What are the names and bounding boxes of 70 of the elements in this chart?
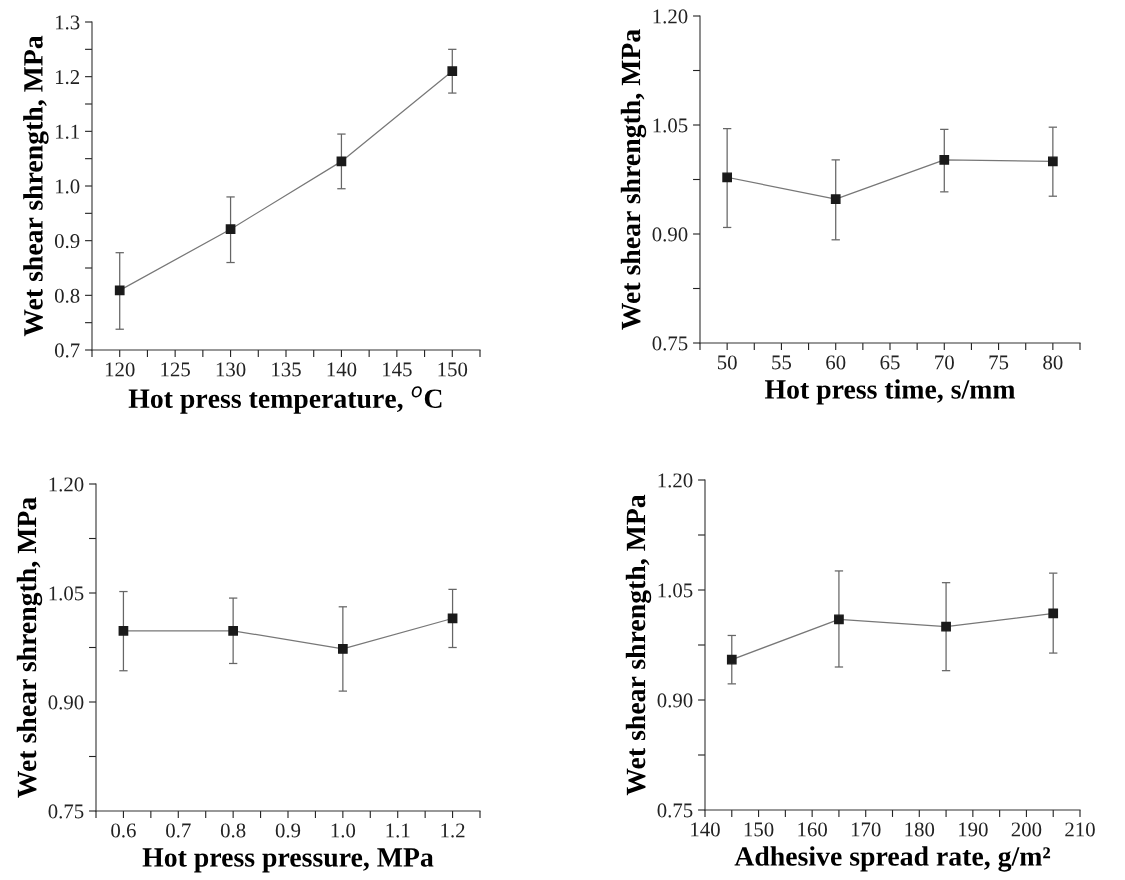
y-axis-title: Wet shear shrength, MPa [620, 29, 647, 330]
x-tick-label: 60 [826, 355, 846, 370]
x-tick-label: 170 [851, 822, 881, 837]
x-tick-label: 1.0 [331, 823, 356, 838]
x-tick-label: 140 [327, 362, 357, 377]
point [722, 172, 733, 183]
x-tick-label: 70 [935, 355, 954, 370]
point [337, 644, 348, 654]
x-tick-label: 210 [1065, 822, 1095, 837]
y-tick-label: 1.05 [49, 586, 84, 601]
x-tick-label: 160 [798, 822, 827, 837]
y-tick-label: 0.75 [652, 336, 688, 351]
x-tick-label: 0.8 [220, 823, 246, 838]
x-axis-title: Hot press temperature, $^{o}$C [128, 386, 442, 414]
x-axis-title: Hot press time, s/mm [764, 379, 1016, 405]
x-axis-title: Hot press pressure, MPa [142, 848, 434, 873]
x-tick-label: 50 [717, 355, 737, 370]
y-tick-label: 1.05 [653, 118, 688, 133]
y-tick-label: 1.05 [658, 583, 693, 598]
y-tick-label: 1.20 [49, 477, 84, 492]
x-tick-label: 140 [691, 822, 720, 837]
y-tick-label: 0.7 [54, 343, 80, 358]
x-axis-title: Adhesive spread rate, g/m² [734, 846, 1051, 872]
x-tick-label: 145 [383, 362, 412, 377]
x-tick-label: 80 [1043, 355, 1063, 370]
x-tick-label: 135 [272, 362, 301, 377]
y-tick-label: 0.9 [54, 234, 80, 249]
y-tick-label: 0.90 [657, 693, 693, 708]
x-tick-label: 1.2 [441, 823, 465, 838]
y-tick-label: 1.0 [55, 179, 80, 194]
point [941, 621, 951, 632]
x-tick-label: 0.6 [111, 823, 136, 838]
y-tick-label: 1.2 [55, 70, 80, 85]
point [1047, 156, 1058, 167]
point [726, 654, 737, 665]
y-tick-label: 1.20 [658, 473, 693, 488]
point [939, 155, 950, 165]
x-tick-label: 120 [105, 362, 135, 377]
x-tick-label: 0.9 [275, 823, 301, 838]
x-tick-label: 150 [744, 822, 774, 837]
point [118, 625, 129, 636]
point [225, 224, 236, 235]
y-axis-title: Wet shear shrength, MPa [23, 35, 49, 337]
y-tick-label: 0.90 [48, 695, 84, 710]
x-tick-label: 75 [989, 355, 1009, 370]
y-axis-title: Wet shear shrength, MPa [625, 494, 652, 796]
y-tick-label: 1.3 [55, 15, 80, 30]
x-tick-label: 55 [772, 355, 792, 370]
point [834, 614, 844, 625]
x-tick-label: 150 [438, 362, 468, 377]
x-tick-label: 130 [216, 362, 246, 377]
y-tick-label: 0.75 [48, 804, 84, 819]
y-tick-label: 1.20 [653, 9, 688, 24]
x-tick-label: 1.1 [386, 823, 410, 838]
x-tick-label: 200 [1011, 822, 1042, 837]
point [114, 285, 125, 296]
x-tick-label: 0.7 [166, 823, 191, 838]
y-axis-title: Wet shear shrength, MPa [16, 497, 43, 798]
y-tick-label: 0.90 [652, 227, 688, 242]
x-tick-label: 180 [905, 822, 935, 837]
x-tick-label: 190 [959, 822, 988, 837]
point [228, 625, 239, 636]
y-tick-label: 0.75 [657, 803, 693, 818]
point [1048, 608, 1059, 619]
point [830, 194, 841, 204]
point [447, 66, 458, 77]
x-tick-label: 65 [880, 355, 900, 370]
y-tick-label: 1.1 [55, 124, 79, 139]
x-tick-label: 125 [161, 362, 190, 377]
y-tick-label: 0.8 [54, 288, 80, 303]
